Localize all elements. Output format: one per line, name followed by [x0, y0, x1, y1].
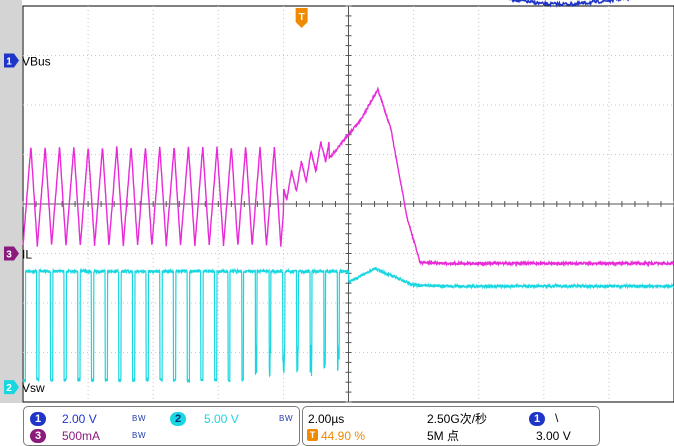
vbus-trace	[503, 0, 631, 8]
ch3-scale: 500mA	[62, 429, 101, 443]
ch2-marker-icon	[4, 380, 19, 395]
traces	[22, 0, 674, 384]
trigger-slope-icon: \	[555, 411, 559, 425]
ch3-bw-icon: B W	[132, 431, 146, 440]
ch1-marker-icon	[4, 53, 19, 68]
trigger-position-icon	[295, 8, 308, 28]
horizontal-scale: 2.00µs	[308, 412, 345, 426]
ch1-bw-icon: B W	[132, 414, 146, 423]
left-gutter	[0, 0, 22, 404]
ch3-marker-number: 3	[6, 250, 12, 261]
ch1-marker: 1 VBus	[4, 53, 51, 68]
ch3-marker-label: IL	[22, 248, 32, 262]
trigger-position-label: T	[299, 12, 305, 23]
trigger-delay-icon: T	[307, 429, 318, 441]
ch2-scale: 5.00 V	[204, 412, 239, 426]
ch2-marker-number: 2	[6, 383, 12, 394]
ch2-badge[interactable]: 2	[170, 412, 186, 426]
ch2-marker-label: Vsw	[22, 381, 45, 395]
ch3-marker-icon	[4, 246, 19, 261]
ch2-marker: 2 Vsw	[4, 380, 45, 395]
trigger-level: 3.00 V	[536, 429, 571, 443]
trigger-delay: 44.90 %	[321, 429, 366, 443]
ch3-badge[interactable]: 3	[30, 429, 46, 443]
vsw-trace	[22, 266, 674, 384]
status-bar: 1 2.00 V B W 2 5.00 V B W 3 500mA B W 2.…	[0, 403, 674, 446]
ch1-scale: 2.00 V	[62, 412, 97, 426]
channel-settings-panel[interactable]: 1 2.00 V B W 2 5.00 V B W 3 500mA B W	[23, 406, 300, 446]
ch3-marker: 3 IL	[4, 246, 32, 262]
timebase-panel[interactable]: 2.00µs T 44.90 % 2.50G次/秒 5M 点 1 \ 3.00 …	[302, 406, 600, 446]
ch1-badge[interactable]: 1	[30, 412, 46, 426]
ch1-marker-label: VBus	[22, 54, 51, 68]
channel-markers: 1 VBus 3 IL 2 Vsw T	[4, 8, 308, 395]
sample-rate: 2.50G次/秒	[427, 412, 488, 426]
ch1-marker-number: 1	[6, 56, 12, 67]
oscilloscope-display: 1 VBus 3 IL 2 Vsw T	[0, 0, 674, 404]
trigger-source-badge[interactable]: 1	[529, 412, 545, 426]
record-length: 5M 点	[427, 429, 460, 443]
ch2-bw-icon: B W	[279, 414, 293, 423]
il-trace	[22, 86, 674, 268]
